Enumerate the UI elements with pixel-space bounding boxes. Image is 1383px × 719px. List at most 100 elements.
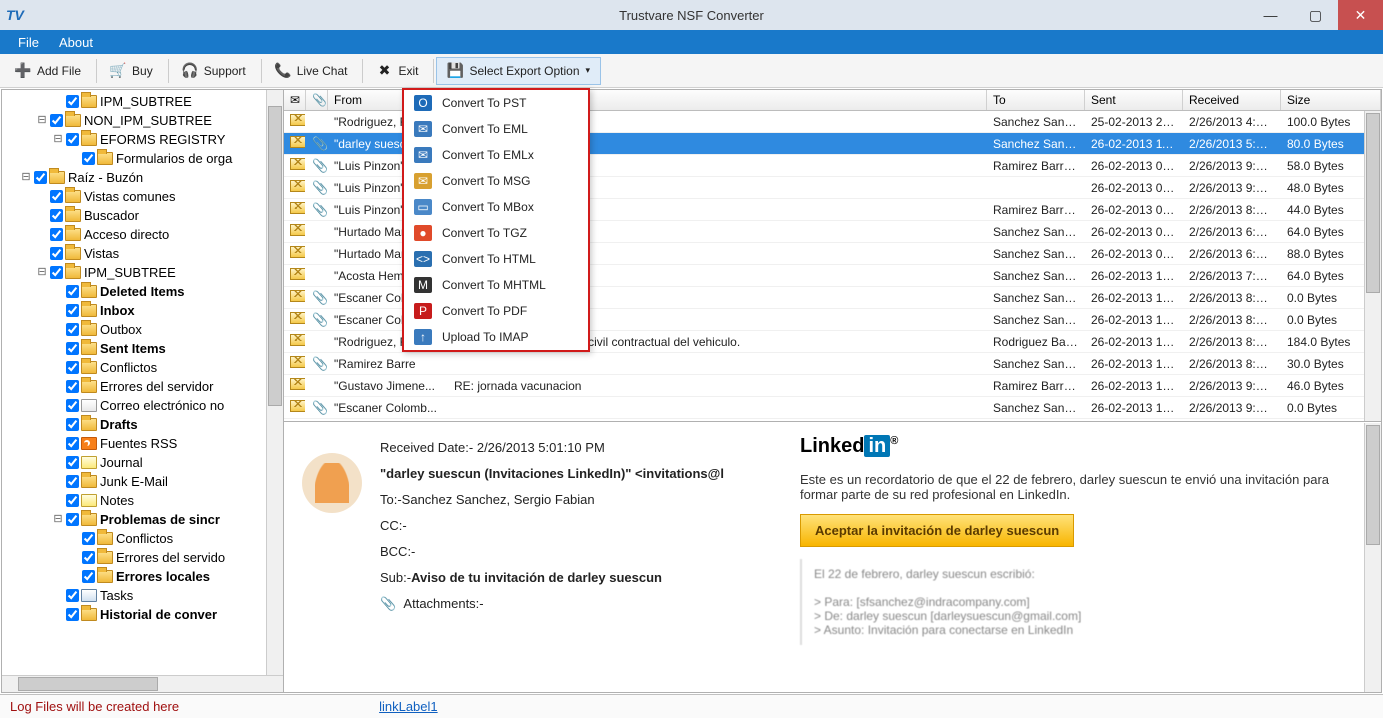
select-export-button[interactable]: 💾Select Export Option▾ bbox=[436, 57, 601, 85]
tree-checkbox[interactable] bbox=[50, 190, 63, 203]
tree-twisty[interactable]: ⊟ bbox=[20, 168, 32, 187]
tree-checkbox[interactable] bbox=[66, 437, 79, 450]
menu-about[interactable]: About bbox=[49, 35, 103, 50]
tree-node[interactable]: Formularios de orga bbox=[4, 149, 283, 168]
tree-checkbox[interactable] bbox=[66, 342, 79, 355]
tree-checkbox[interactable] bbox=[50, 247, 63, 260]
sidebar-hscrollbar[interactable] bbox=[2, 675, 283, 692]
header-attach-col[interactable]: 📎 bbox=[306, 90, 328, 110]
tree-node[interactable]: Conflictos bbox=[4, 529, 283, 548]
status-link[interactable]: linkLabel1 bbox=[379, 699, 438, 714]
tree-node[interactable]: Vistas bbox=[4, 244, 283, 263]
tree-node[interactable]: Conflictos bbox=[4, 358, 283, 377]
minimize-button[interactable]: — bbox=[1248, 0, 1293, 30]
tree-checkbox[interactable] bbox=[66, 133, 79, 146]
tree-checkbox[interactable] bbox=[50, 209, 63, 222]
header-received[interactable]: Received bbox=[1183, 90, 1281, 110]
header-size[interactable]: Size bbox=[1281, 90, 1381, 110]
tree-checkbox[interactable] bbox=[66, 285, 79, 298]
bcc-label: BCC:- bbox=[380, 544, 415, 559]
export-option[interactable]: ✉Convert To EML bbox=[404, 116, 588, 142]
header-sent[interactable]: Sent bbox=[1085, 90, 1183, 110]
tree-checkbox[interactable] bbox=[66, 494, 79, 507]
tree-node[interactable]: Vistas comunes bbox=[4, 187, 283, 206]
tree-checkbox[interactable] bbox=[50, 266, 63, 279]
maximize-button[interactable]: ▢ bbox=[1293, 0, 1338, 30]
menu-file[interactable]: File bbox=[8, 35, 49, 50]
message-row[interactable]: 📎"Ramirez BarreSanchez Sanche...26-02-20… bbox=[284, 353, 1381, 375]
tree-node[interactable]: Junk E-Mail bbox=[4, 472, 283, 491]
export-option[interactable]: ✉Convert To MSG bbox=[404, 168, 588, 194]
folder-icon bbox=[81, 399, 97, 412]
tree-node[interactable]: Buscador bbox=[4, 206, 283, 225]
tree-node[interactable]: ⊟EFORMS REGISTRY bbox=[4, 130, 283, 149]
tree-node[interactable]: Historial de conver bbox=[4, 605, 283, 624]
tree-checkbox[interactable] bbox=[66, 304, 79, 317]
tree-node[interactable]: Journal bbox=[4, 453, 283, 472]
support-button[interactable]: 🎧Support bbox=[171, 57, 257, 85]
export-option[interactable]: MConvert To MHTML bbox=[404, 272, 588, 298]
tree-checkbox[interactable] bbox=[82, 152, 95, 165]
tree-node[interactable]: Fuentes RSS bbox=[4, 434, 283, 453]
tree-checkbox[interactable] bbox=[34, 171, 47, 184]
tree-node[interactable]: Sent Items bbox=[4, 339, 283, 358]
tree-node[interactable]: Inbox bbox=[4, 301, 283, 320]
tree-checkbox[interactable] bbox=[50, 114, 63, 127]
tree-checkbox[interactable] bbox=[66, 380, 79, 393]
tree-checkbox[interactable] bbox=[66, 608, 79, 621]
tree-node[interactable]: ⊟Raíz - Buzón bbox=[4, 168, 283, 187]
tree-checkbox[interactable] bbox=[66, 95, 79, 108]
sidebar-vscrollbar[interactable] bbox=[266, 90, 283, 675]
tree-node[interactable]: Acceso directo bbox=[4, 225, 283, 244]
accept-invitation-button[interactable]: Aceptar la invitación de darley suescun bbox=[800, 514, 1074, 547]
tree-node[interactable]: Drafts bbox=[4, 415, 283, 434]
tree-node[interactable]: Notes bbox=[4, 491, 283, 510]
tree-node[interactable]: ⊟IPM_SUBTREE bbox=[4, 263, 283, 282]
tree-twisty[interactable]: ⊟ bbox=[52, 510, 64, 529]
export-option[interactable]: OConvert To PST bbox=[404, 90, 588, 116]
tree-checkbox[interactable] bbox=[66, 418, 79, 431]
tree-node[interactable]: Errores locales bbox=[4, 567, 283, 586]
export-option[interactable]: ●Convert To TGZ bbox=[404, 220, 588, 246]
export-option[interactable]: PConvert To PDF bbox=[404, 298, 588, 324]
export-option[interactable]: ↑Upload To IMAP bbox=[404, 324, 588, 350]
buy-button[interactable]: 🛒Buy bbox=[99, 57, 164, 85]
tree-node[interactable]: Outbox bbox=[4, 320, 283, 339]
add-file-button[interactable]: ➕Add File bbox=[4, 57, 92, 85]
header-to[interactable]: To bbox=[987, 90, 1085, 110]
tree-node[interactable]: Correo electrónico no bbox=[4, 396, 283, 415]
tree-checkbox[interactable] bbox=[50, 228, 63, 241]
list-vscrollbar[interactable] bbox=[1364, 111, 1381, 421]
export-option[interactable]: <>Convert To HTML bbox=[404, 246, 588, 272]
export-option[interactable]: ✉Convert To EMLx bbox=[404, 142, 588, 168]
tree-checkbox[interactable] bbox=[82, 532, 95, 545]
tree-checkbox[interactable] bbox=[66, 475, 79, 488]
message-row[interactable]: "Gustavo Jimene...RE: jornada vacunacion… bbox=[284, 375, 1381, 397]
exit-button[interactable]: ✖Exit bbox=[365, 57, 429, 85]
tree-node[interactable]: ⊟NON_IPM_SUBTREE bbox=[4, 111, 283, 130]
tree-checkbox[interactable] bbox=[66, 399, 79, 412]
tree-checkbox[interactable] bbox=[82, 570, 95, 583]
export-option[interactable]: ▭Convert To MBox bbox=[404, 194, 588, 220]
tree-node[interactable]: Errores del servidor bbox=[4, 377, 283, 396]
folder-icon bbox=[81, 304, 97, 317]
tree-checkbox[interactable] bbox=[66, 456, 79, 469]
preview-vscrollbar[interactable] bbox=[1364, 423, 1381, 692]
tree-node[interactable]: Errores del servido bbox=[4, 548, 283, 567]
message-row[interactable]: 📎"Escaner Colomb...Sanchez Sanche...26-0… bbox=[284, 397, 1381, 419]
header-icon-col[interactable]: ✉ bbox=[284, 90, 306, 110]
tree-node[interactable]: IPM_SUBTREE bbox=[4, 92, 283, 111]
tree-checkbox[interactable] bbox=[66, 361, 79, 374]
tree-checkbox[interactable] bbox=[66, 513, 79, 526]
tree-checkbox[interactable] bbox=[66, 589, 79, 602]
tree-checkbox[interactable] bbox=[66, 323, 79, 336]
tree-twisty[interactable]: ⊟ bbox=[36, 263, 48, 282]
close-button[interactable]: ✕ bbox=[1338, 0, 1383, 30]
live-chat-button[interactable]: 📞Live Chat bbox=[264, 57, 359, 85]
tree-checkbox[interactable] bbox=[82, 551, 95, 564]
tree-node[interactable]: ⊟Problemas de sincr bbox=[4, 510, 283, 529]
tree-twisty[interactable]: ⊟ bbox=[52, 130, 64, 149]
tree-node[interactable]: Deleted Items bbox=[4, 282, 283, 301]
tree-twisty[interactable]: ⊟ bbox=[36, 111, 48, 130]
tree-node[interactable]: Tasks bbox=[4, 586, 283, 605]
